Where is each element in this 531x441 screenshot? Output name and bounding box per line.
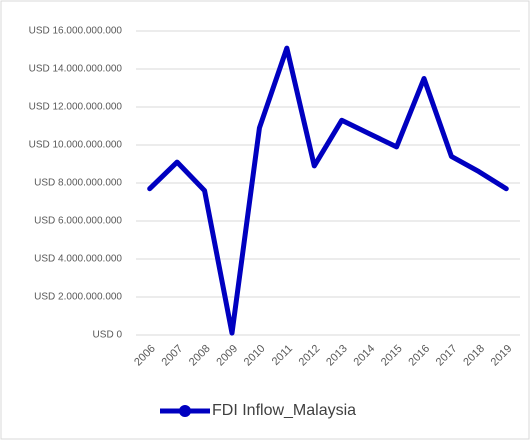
y-tick-label: USD 6.000.000.000 xyxy=(34,216,122,227)
y-tick-label: USD 10.000.000.000 xyxy=(29,140,123,151)
y-tick-label: USD 14.000.000.000 xyxy=(29,64,123,75)
y-tick-label: USD 12.000.000.000 xyxy=(29,102,123,113)
y-tick-label: USD 8.000.000.000 xyxy=(34,178,122,189)
data-line xyxy=(147,45,509,336)
y-tick-label: USD 2.000.000.000 xyxy=(34,292,122,303)
y-tick-label: USD 16.000.000.000 xyxy=(29,26,123,37)
legend-label: FDI Inflow_Malaysia xyxy=(212,402,356,419)
y-tick-label: USD 0 xyxy=(93,330,123,341)
legend-marker xyxy=(179,405,191,417)
y-tick-label: USD 4.000.000.000 xyxy=(34,254,122,265)
